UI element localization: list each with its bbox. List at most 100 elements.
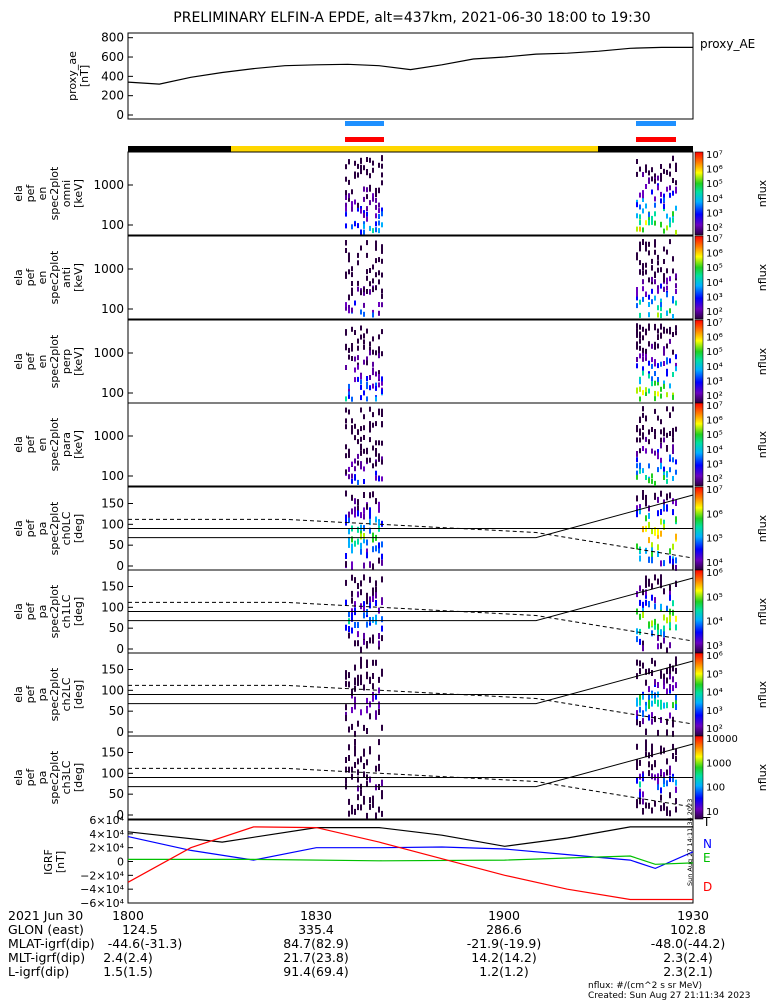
heatmap-cell: [381, 376, 383, 382]
heatmap-cell: [375, 187, 377, 193]
heatmap-cell: [381, 389, 383, 394]
heatmap-cell: [354, 367, 356, 373]
heatmap-cell: [639, 396, 641, 402]
panel-ylabel: ela pef en spec2plot omni [keV]: [12, 166, 85, 220]
heatmap-cell: [372, 445, 374, 451]
colorbar-tick-label: 10⁷: [706, 150, 723, 161]
heatmap-cell: [645, 515, 647, 522]
heatmap-cell: [651, 288, 653, 294]
heatmap-cell: [660, 509, 662, 515]
heatmap-cell: [345, 599, 347, 606]
heatmap-cell: [345, 444, 347, 450]
heatmap-cell: [654, 660, 656, 667]
panel-spec2plot_ch3LC: 150 100 50 0 10000 1000 100 10 nflux ela pef pa spec…: [12, 734, 769, 822]
heatmap-cell: [672, 211, 674, 217]
colorbar-tick-label: 10³: [706, 706, 723, 717]
heatmap-cell: [666, 392, 668, 398]
heatmap-cell: [372, 287, 374, 293]
heatmap-cell: [378, 349, 380, 355]
heatmap-cell: [648, 770, 650, 777]
units-footnote: nflux: #/(cm^2 s sr MeV): [588, 981, 702, 991]
colorbar-tick-label: 10: [706, 807, 719, 818]
heatmap-cell: [360, 443, 362, 449]
heatmap-cell: [669, 338, 671, 344]
heatmap-cell: [636, 255, 638, 261]
heatmap-cell: [345, 164, 347, 170]
heatmap-cell: [669, 431, 671, 436]
heatmap-cell: [645, 203, 647, 209]
ytick-label: 1000: [93, 262, 124, 276]
heatmap-cell: [675, 798, 677, 805]
heatmap-cell: [357, 429, 359, 435]
heatmap-cell: [381, 329, 383, 335]
heatmap-cell: [645, 745, 647, 751]
heatmap-cell: [636, 171, 638, 177]
igrf-ytick-label: −2×10⁴: [80, 869, 124, 882]
heatmap-cell: [354, 540, 356, 547]
heatmap-cell: [372, 160, 374, 166]
heatmap-cell: [666, 406, 668, 412]
colorbar-scale: [694, 652, 704, 737]
heatmap-cell: [654, 528, 656, 535]
heatmap-cell: [666, 472, 668, 478]
heatmap-cell: [372, 196, 374, 202]
heatmap-cell: [363, 632, 365, 639]
colorbar: 10⁷ 10⁶ 10⁵ 10⁴ 10³ 10² nflux: [694, 234, 769, 320]
heatmap-cell: [636, 213, 638, 219]
heatmap-cell: [351, 627, 353, 634]
heatmap-cell: [669, 308, 671, 314]
heatmap-cell: [351, 224, 353, 230]
heatmap-cell: [642, 434, 644, 440]
heatmap-cell: [354, 300, 356, 306]
heatmap-cell: [369, 701, 371, 708]
heatmap-cell: [360, 679, 362, 686]
colorbar-scale: [694, 569, 704, 654]
heatmap-cell: [648, 373, 650, 379]
heatmap-cell: [348, 409, 350, 415]
heatmap-cell: [636, 463, 638, 469]
heatmap-cell: [669, 712, 671, 719]
heatmap-cell: [360, 426, 362, 432]
heatmap-cell: [654, 249, 656, 255]
heatmap-cell: [372, 264, 374, 270]
heatmap-cell: [660, 333, 662, 339]
heatmap-cell: [372, 167, 374, 173]
heatmap-cell: [348, 196, 350, 202]
heatmap-cell: [360, 524, 362, 531]
heatmap-cell: [354, 506, 356, 513]
heatmap-cell: [672, 753, 674, 759]
colorbar-label: nflux: [756, 514, 769, 542]
heatmap-cell: [639, 192, 641, 198]
heatmap-cell: [639, 699, 641, 706]
blue-marker-2: [636, 121, 676, 126]
colorbar: 10⁶ 10⁵ 10⁴ 10³ 10² nflux: [694, 651, 769, 737]
heatmap-cell: [375, 516, 377, 523]
heatmap-cell: [357, 172, 359, 178]
heatmap-cell: [381, 172, 383, 178]
heatmap-cell: [645, 802, 647, 809]
heatmap-cell: [669, 467, 671, 473]
heatmap-cell: [378, 633, 380, 639]
heatmap-cell: [381, 440, 383, 446]
heatmap-cell: [657, 305, 659, 311]
heatmap-cell: [663, 361, 665, 366]
heatmap-cell: [357, 622, 359, 628]
heatmap-cell: [651, 167, 653, 173]
ytick-label: 100: [101, 302, 124, 316]
heatmap-cell: [636, 743, 638, 750]
heatmap-cell: [378, 542, 380, 549]
heatmap-cell: [357, 376, 359, 382]
heatmap-cell: [363, 287, 365, 293]
colorbar-label: nflux: [756, 347, 769, 375]
heatmap-cell: [651, 276, 653, 282]
heatmap-cell: [378, 687, 380, 694]
heatmap-cell: [351, 189, 353, 195]
heatmap-cell: [360, 530, 362, 537]
heatmap-cell: [654, 480, 656, 486]
heatmap-cell: [348, 466, 350, 472]
heatmap-cell: [666, 668, 668, 675]
heatmap-cell: [645, 387, 647, 393]
heatmap-cell: [669, 617, 671, 624]
heatmap-cell: [642, 640, 644, 647]
heatmap-cell: [639, 416, 641, 422]
